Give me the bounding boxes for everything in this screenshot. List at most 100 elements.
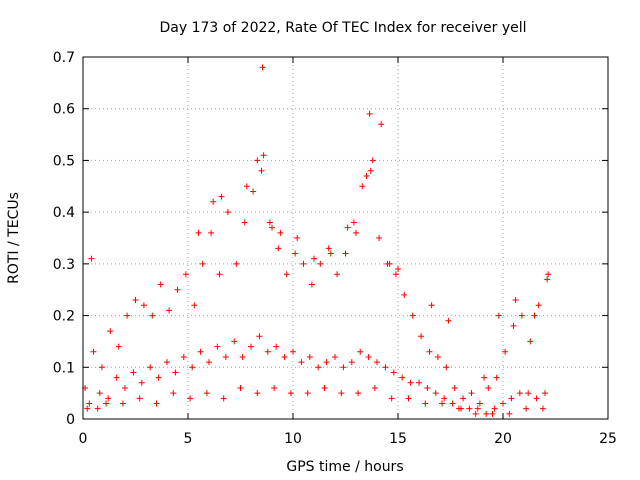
data-point — [136, 395, 143, 402]
plot-frame — [82, 56, 609, 420]
data-point — [155, 374, 162, 381]
data-point — [271, 384, 278, 391]
data-point — [218, 193, 225, 200]
data-point — [248, 343, 254, 350]
data-point — [401, 291, 408, 298]
data-point — [426, 348, 433, 355]
data-point — [210, 198, 217, 205]
data-point — [334, 271, 341, 278]
data-point — [439, 400, 446, 407]
data-point — [460, 395, 467, 402]
data-point — [512, 297, 519, 304]
data-point — [366, 110, 373, 117]
data-point — [378, 121, 385, 128]
data-point — [382, 364, 389, 371]
data-point — [365, 353, 372, 360]
data-point — [315, 364, 322, 371]
data-point — [432, 390, 439, 397]
data-point — [476, 400, 483, 407]
data-point — [451, 384, 458, 391]
data-point — [348, 359, 355, 366]
data-point — [254, 157, 261, 164]
data-point — [86, 400, 93, 407]
data-point — [508, 395, 515, 402]
y-axis-label: ROTI / TECUs — [6, 192, 22, 284]
data-point — [472, 410, 479, 417]
data-point — [214, 343, 221, 350]
data-point — [523, 405, 530, 412]
data-point — [338, 390, 345, 397]
data-point — [455, 405, 462, 412]
x-tick-label: 20 — [494, 431, 512, 447]
data-point — [298, 359, 305, 366]
data-point — [170, 390, 177, 397]
data-point — [359, 183, 366, 190]
y-tick-label: 0 — [66, 412, 75, 428]
data-point — [243, 183, 250, 190]
data-point — [269, 224, 275, 231]
data-point — [321, 384, 328, 391]
data-point — [94, 405, 101, 412]
data-point — [544, 276, 551, 283]
data-point — [533, 395, 540, 402]
data-point — [353, 229, 359, 236]
data-point — [264, 348, 271, 355]
data-point — [88, 255, 95, 262]
data-point — [208, 229, 215, 236]
data-point — [428, 302, 435, 309]
grid-lines — [83, 57, 608, 419]
data-point — [166, 307, 173, 314]
data-point — [306, 353, 313, 360]
data-point — [434, 353, 441, 360]
data-point — [195, 229, 202, 236]
y-tick-label: 0.2 — [53, 309, 75, 325]
data-point — [237, 384, 244, 391]
data-point — [138, 379, 145, 386]
data-point — [84, 405, 91, 412]
data-point — [260, 152, 267, 159]
data-point — [374, 359, 380, 366]
data-point — [224, 209, 231, 216]
data-point — [180, 353, 187, 360]
data-point — [113, 374, 120, 381]
data-point — [409, 312, 416, 319]
data-point — [157, 281, 164, 288]
data-point — [363, 172, 370, 179]
data-point — [376, 235, 383, 241]
data-point — [491, 405, 498, 412]
data-point — [132, 297, 139, 304]
data-point — [147, 364, 154, 371]
data-point — [304, 390, 311, 397]
data-point — [283, 271, 290, 278]
data-point — [317, 260, 324, 267]
data-point — [395, 266, 401, 273]
data-point — [390, 369, 397, 376]
data-point — [273, 343, 280, 350]
data-point — [281, 353, 288, 360]
data-point — [332, 353, 338, 360]
data-point — [342, 250, 349, 257]
data-point — [518, 312, 525, 319]
data-point — [531, 312, 538, 319]
data-point — [203, 390, 210, 397]
data-point — [119, 400, 126, 407]
data-point — [287, 390, 294, 397]
y-tick-label: 0.7 — [53, 50, 75, 66]
data-point — [386, 260, 393, 267]
data-point — [405, 395, 412, 402]
axis-ticks: 0 5 10 15 20 25 0 0.1 0.2 0.3 0.4 0.5 0.6 0.7 — [53, 50, 617, 447]
data-point — [542, 390, 548, 397]
data-point — [407, 379, 414, 386]
data-point — [516, 390, 523, 397]
data-point — [130, 369, 137, 376]
data-point — [483, 410, 490, 417]
data-point — [90, 348, 97, 355]
y-tick-label: 0.6 — [53, 102, 75, 118]
data-point — [98, 364, 105, 371]
data-point — [388, 395, 395, 402]
data-point — [197, 348, 204, 355]
data-point — [308, 281, 315, 288]
data-point — [474, 405, 481, 412]
data-point — [250, 188, 257, 195]
